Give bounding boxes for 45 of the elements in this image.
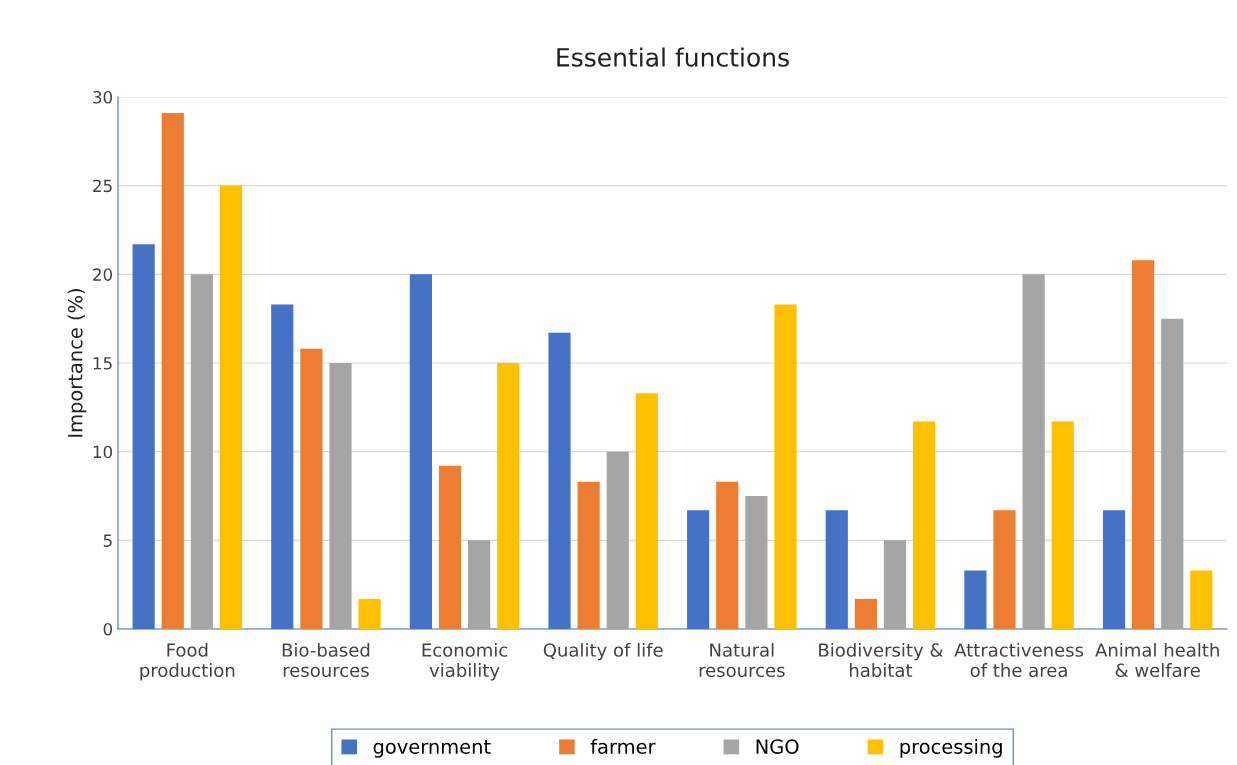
bar <box>854 598 877 629</box>
bar <box>219 185 243 629</box>
bar <box>774 304 797 629</box>
x-tick-label: Animal health & welfare <box>1095 642 1219 678</box>
bar <box>438 465 462 629</box>
y-tick-label: 30 <box>93 90 113 104</box>
y-tick-label: 25 <box>93 179 112 193</box>
x-tick-label: Quality of life <box>543 642 663 661</box>
y-tick-label: 0 <box>103 622 113 636</box>
y-axis-title: Importance (%) <box>67 289 87 437</box>
bar <box>1161 318 1184 629</box>
bar <box>883 540 907 629</box>
bar <box>716 481 739 629</box>
bar <box>1051 421 1074 629</box>
legend-label: farmer <box>590 738 656 754</box>
legend-label: processing <box>900 738 1002 758</box>
x-tick-label: Bio-based resources <box>282 642 370 678</box>
y-tick-label: 15 <box>93 357 112 370</box>
bar <box>358 598 381 629</box>
y-tick-label: 5 <box>103 534 112 547</box>
bar <box>329 363 352 629</box>
legend-label: NGO <box>756 739 799 754</box>
bar <box>1022 274 1045 629</box>
bar <box>606 451 629 629</box>
x-tick-label: Attractiveness of the area <box>954 642 1084 678</box>
x-tick-label: Natural resources <box>699 642 785 678</box>
bar <box>635 393 658 629</box>
bar <box>497 363 520 629</box>
bar <box>577 481 600 629</box>
bar <box>913 421 936 629</box>
bar <box>468 540 491 629</box>
bar <box>300 348 323 629</box>
chart-title: Essential functions <box>557 47 789 67</box>
y-tick-label: 20 <box>93 268 113 281</box>
x-tick-label: Food production <box>140 642 235 681</box>
legend-label: government <box>373 740 491 758</box>
y-tick-label: 10 <box>93 445 113 459</box>
bar <box>190 274 213 629</box>
bar <box>161 112 184 629</box>
bar <box>1190 570 1213 629</box>
x-tick-label: Economic viability <box>422 642 508 681</box>
bar <box>1132 260 1155 629</box>
bar <box>993 510 1016 629</box>
x-tick-label: Biodiversity & habitat <box>819 642 943 678</box>
bar <box>745 496 768 629</box>
